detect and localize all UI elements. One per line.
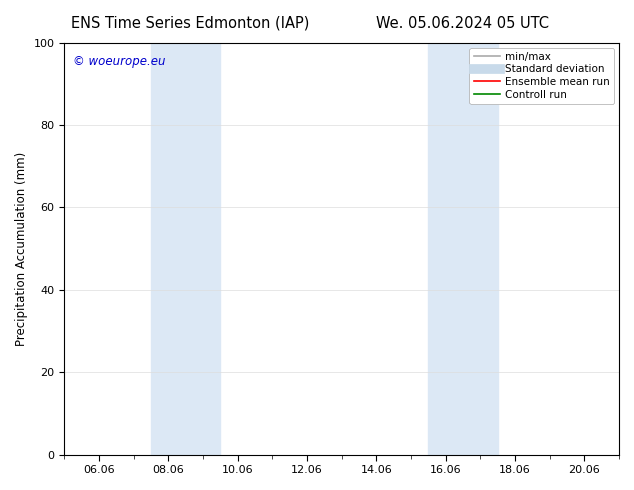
Bar bbox=[151, 43, 220, 455]
Y-axis label: Precipitation Accumulation (mm): Precipitation Accumulation (mm) bbox=[15, 151, 28, 345]
Text: © woeurope.eu: © woeurope.eu bbox=[73, 55, 165, 68]
Bar bbox=[429, 43, 498, 455]
Legend: min/max, Standard deviation, Ensemble mean run, Controll run: min/max, Standard deviation, Ensemble me… bbox=[469, 48, 614, 104]
Text: ENS Time Series Edmonton (IAP): ENS Time Series Edmonton (IAP) bbox=[71, 16, 309, 31]
Text: We. 05.06.2024 05 UTC: We. 05.06.2024 05 UTC bbox=[377, 16, 549, 31]
